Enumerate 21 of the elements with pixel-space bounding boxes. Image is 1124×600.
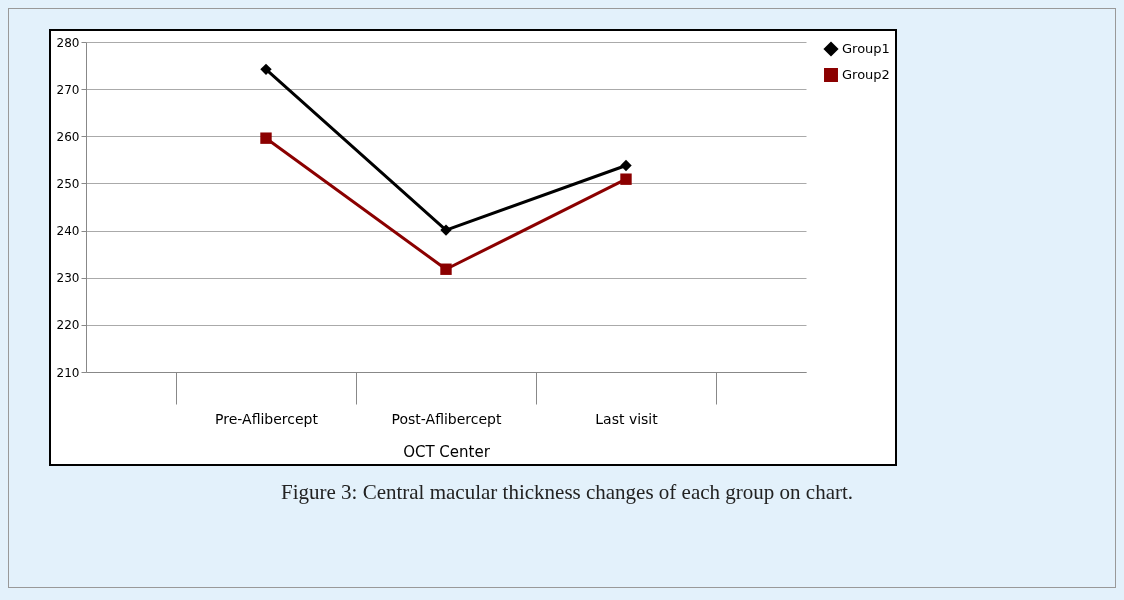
x-tick-label: Post-Aflibercept [391, 410, 502, 427]
legend-label: Group2 [842, 67, 890, 82]
point [260, 132, 272, 144]
y-tick-label: 230 [56, 271, 80, 286]
y-tick-label: 260 [56, 129, 80, 144]
point [440, 224, 452, 236]
point [260, 63, 272, 76]
point [440, 263, 452, 275]
y-tick-label: 270 [56, 82, 80, 97]
point [620, 159, 632, 172]
legend-label: Group1 [842, 41, 890, 56]
y-tick-label: 250 [56, 176, 80, 191]
y-tick-label: 210 [56, 365, 80, 380]
y-tick-label: 280 [56, 35, 80, 50]
y-tick-label: 240 [56, 224, 80, 239]
point [620, 173, 632, 185]
x-tick-label: Pre-Aflibercept [215, 410, 319, 427]
caption: Figure 3: Central macular thickness changes of each group on chart. [279, 480, 855, 505]
x-axis-title: OCT Center [403, 442, 491, 461]
x-tick-label: Last visit [595, 410, 659, 427]
y-tick-label: 220 [56, 318, 80, 333]
